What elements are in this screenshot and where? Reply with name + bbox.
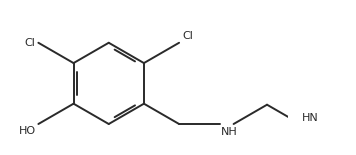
Text: HO: HO <box>19 126 36 136</box>
Text: Cl: Cl <box>24 38 35 48</box>
Text: NH: NH <box>221 127 237 137</box>
Text: Cl: Cl <box>182 31 193 41</box>
Text: HN: HN <box>302 113 318 123</box>
